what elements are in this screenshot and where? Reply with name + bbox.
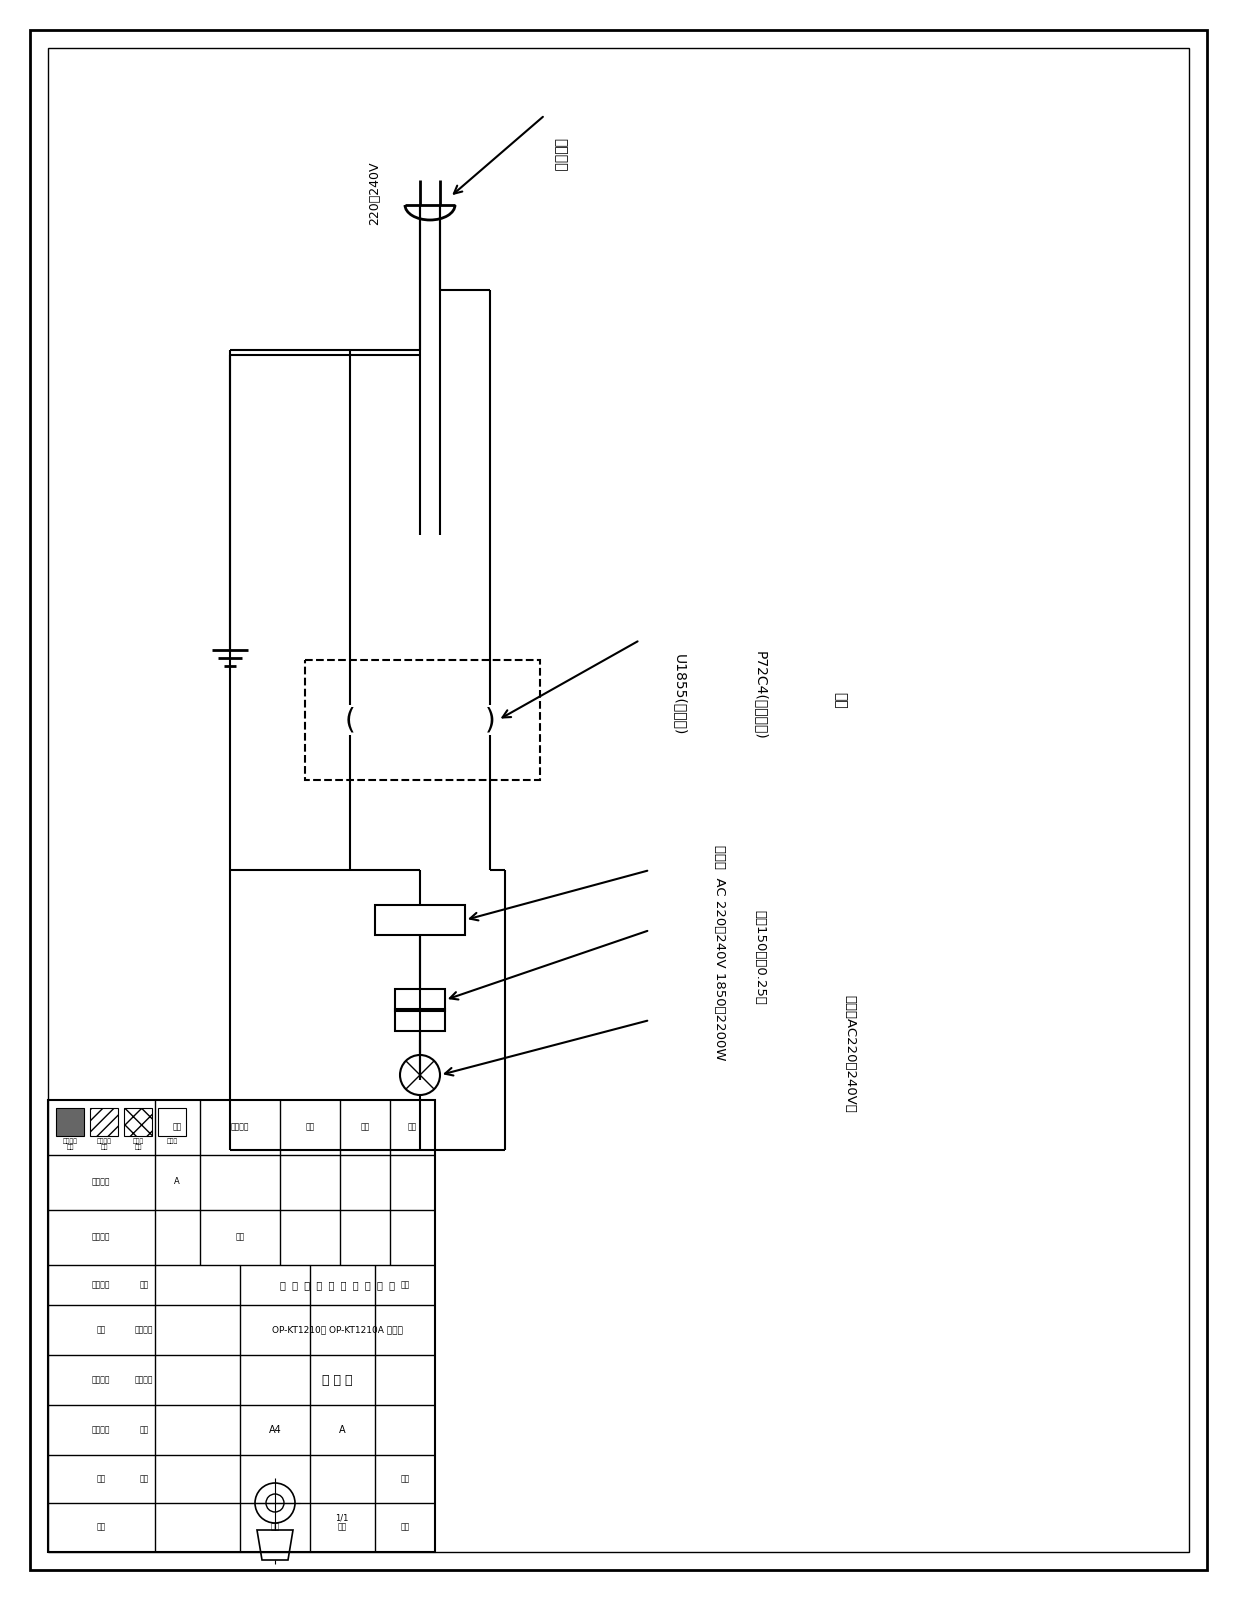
Text: 图样标记: 图样标记 [92,1178,110,1187]
Bar [90,1107,118,1136]
Text: 台份名称: 台份名称 [92,1426,110,1435]
Text: 氖灯（AC220～240V）: 氖灯（AC220～240V） [844,995,856,1114]
Text: 初制: 初制 [401,1280,409,1290]
Text: 标准件: 标准件 [166,1138,178,1144]
Text: 图面范围
零件: 图面范围 零件 [96,1138,111,1150]
Text: (: ( [345,706,355,734]
Text: 比例: 比例 [140,1426,148,1435]
Text: OP-KT1210， OP-KT1210A 电水壶: OP-KT1210， OP-KT1210A 电水壶 [272,1325,402,1334]
Text: 图样代号: 图样代号 [92,1232,110,1242]
Text: 电阻150千歐0.25瓦: 电阻150千歐0.25瓦 [753,910,767,1005]
Text: P72C4(全塑弹件): P72C4(全塑弹件) [753,651,767,739]
Text: 220～240V: 220～240V [369,162,381,224]
Text: 电源开关: 电源开关 [553,138,567,171]
Text: 修改内容: 修改内容 [231,1123,249,1131]
Text: U1855(温控器): U1855(温控器) [673,654,687,736]
Text: 版次: 版次 [172,1123,182,1131]
Text: 日期: 日期 [401,1475,409,1483]
Text: 审核: 审核 [360,1123,370,1131]
Text: 日期: 日期 [401,1523,409,1531]
Text: A: A [174,1178,179,1187]
Text: A: A [339,1426,345,1435]
Text: 产品名称: 产品名称 [92,1280,110,1290]
Text: ): ) [485,706,495,734]
Text: 宇  美  厨  房  电  器  有  限  公  司: 宇 美 厨 房 电 器 有 限 公 司 [280,1280,395,1290]
Text: 材料: 材料 [140,1280,148,1290]
Text: 日期: 日期 [338,1523,346,1531]
Text: 关联图
零件: 关联图 零件 [132,1138,143,1150]
Text: 页码: 页码 [96,1523,105,1531]
Text: 比例: 比例 [96,1475,105,1483]
Text: 批准: 批准 [407,1123,417,1131]
Text: 页码: 页码 [140,1475,148,1483]
Text: 台份数量: 台份数量 [92,1376,110,1384]
Bar [158,1107,186,1136]
Text: 连接: 连接 [833,691,847,709]
Text: 初制: 初制 [235,1232,245,1242]
Text: A4: A4 [268,1426,281,1435]
Bar [56,1107,84,1136]
Text: 1/1: 1/1 [335,1514,349,1523]
Text: 台份名称: 台份名称 [135,1376,153,1384]
Text: 台份数量: 台份数量 [135,1325,153,1334]
Bar [375,906,465,934]
Bar [395,989,445,1011]
Bar [395,1010,445,1030]
Text: 电 路 图: 电 路 图 [322,1373,353,1387]
Text: 发热管  AC 220～240V 1850～2200W: 发热管 AC 220～240V 1850～2200W [714,845,726,1061]
Text: 修改: 修改 [306,1123,314,1131]
Text: 材料: 材料 [96,1325,105,1334]
Text: 图面范围
零件: 图面范围 零件 [63,1138,78,1150]
Bar [124,1107,152,1136]
Text: 日期: 日期 [271,1523,280,1531]
